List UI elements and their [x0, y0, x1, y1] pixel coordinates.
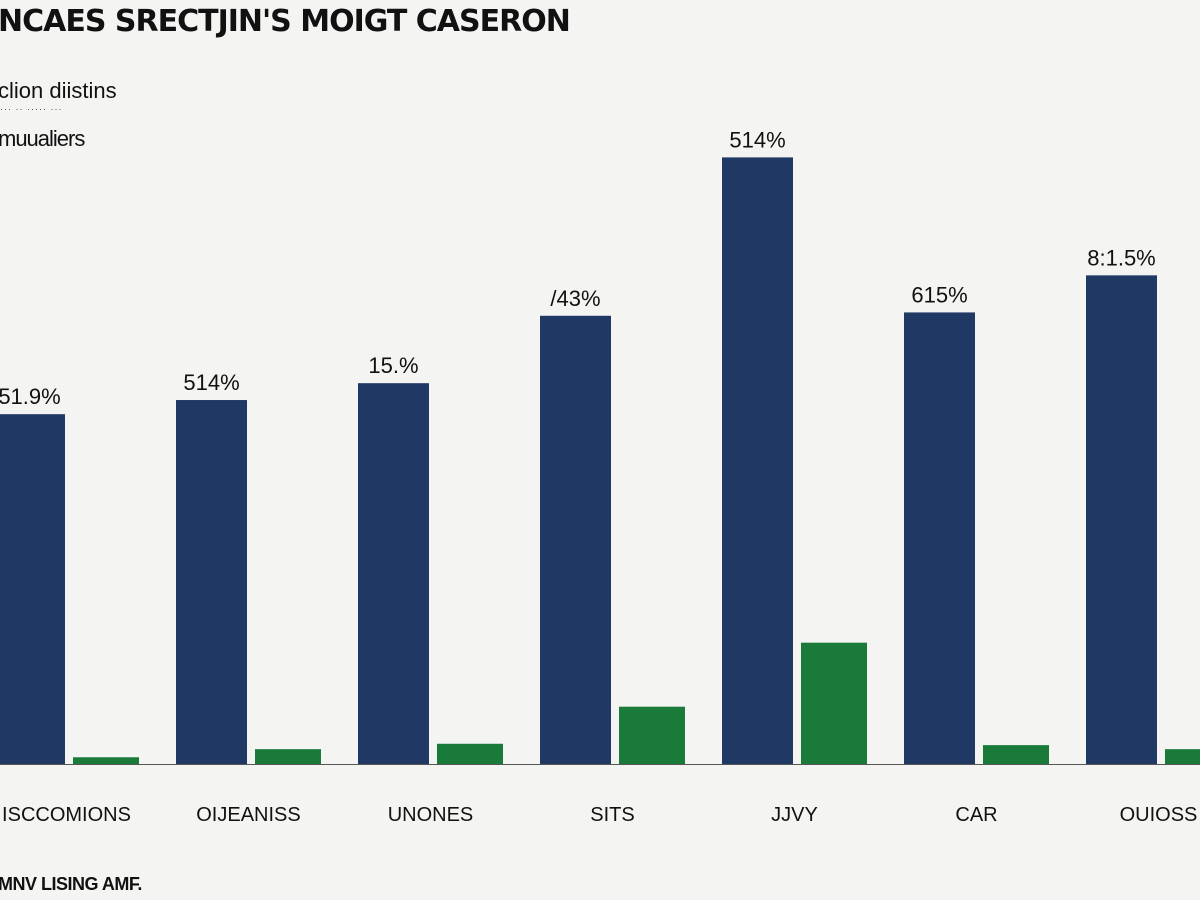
bar-data-label: 514% [183, 370, 239, 395]
bar-secondary-1 [255, 749, 321, 764]
bar-data-label: 8:1.5% [1087, 245, 1156, 270]
category-label: JJVY [771, 804, 818, 826]
legend-label: muualiers [0, 126, 85, 151]
bar-primary-3 [540, 315, 611, 764]
bar-secondary-2 [437, 743, 503, 764]
category-label: ISCCOMIONS [2, 804, 131, 826]
bar-secondary-6 [1165, 749, 1200, 764]
chart-title: NCAES SRECTJIN'S MOIGT CASERON [0, 4, 571, 39]
bar-primary-6 [1086, 275, 1157, 764]
bar-data-label: 15.% [368, 353, 418, 378]
bar-secondary-3 [619, 706, 685, 764]
bar-primary-4 [722, 157, 793, 764]
bar-primary-2 [358, 383, 429, 764]
chart-subnote: ··· ·· ····· ··· [0, 104, 63, 114]
category-label: OIJEANISS [196, 804, 300, 826]
category-label: SITS [590, 804, 634, 826]
bar-primary-5 [904, 312, 975, 764]
category-label: UNONES [388, 804, 474, 826]
bar-data-label: 615% [911, 282, 967, 307]
chart-subtitle: clion diistins [0, 78, 117, 103]
bar-data-label: /43% [550, 286, 600, 311]
bar-primary-1 [176, 400, 247, 764]
category-label: OUIOSS [1120, 804, 1198, 826]
bar-secondary-0 [73, 757, 139, 764]
bar-data-label: 51.9% [0, 384, 61, 409]
bar-data-label: 514% [729, 127, 785, 152]
bar-primary-0 [0, 414, 65, 764]
bar-secondary-4 [801, 642, 867, 764]
chart-footer: MNV LISING AMF. [0, 874, 142, 894]
category-label: CAR [955, 804, 997, 826]
bar-secondary-5 [983, 745, 1049, 764]
